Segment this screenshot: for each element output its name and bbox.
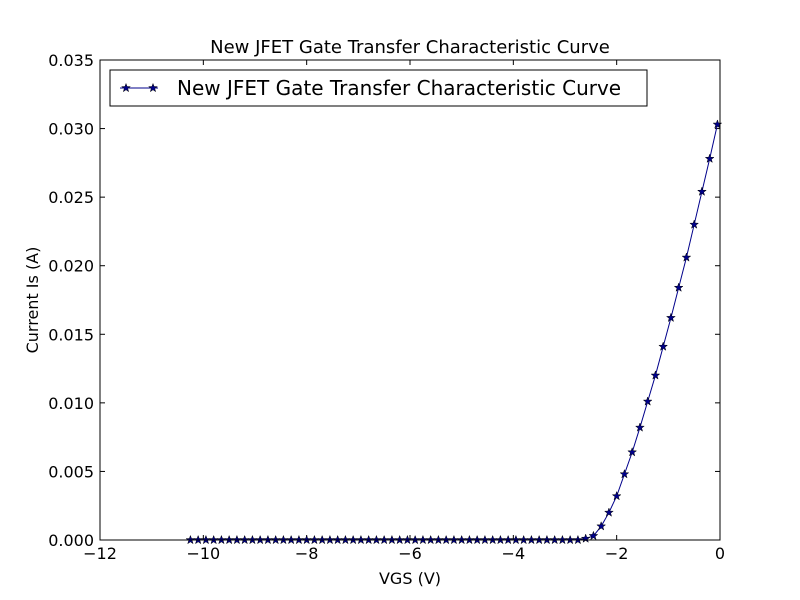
- y-tick-label: 0.025: [48, 188, 94, 207]
- legend-label: New JFET Gate Transfer Characteristic Cu…: [177, 76, 621, 100]
- y-tick-label: 0.035: [48, 51, 94, 70]
- x-tick-label: −10: [186, 544, 220, 563]
- y-tick-label: 0.000: [48, 531, 94, 550]
- x-tick-label: −6: [398, 544, 422, 563]
- y-tick-label: 0.020: [48, 257, 94, 276]
- x-axis-label: VGS (V): [379, 569, 441, 588]
- y-tick-label: 0.015: [48, 325, 94, 344]
- x-tick-label: 0: [715, 544, 725, 563]
- plot-area: [100, 60, 720, 540]
- y-tick-label: 0.005: [48, 462, 94, 481]
- x-tick-label: −12: [83, 544, 117, 563]
- x-tick-label: −8: [295, 544, 319, 563]
- legend: New JFET Gate Transfer Characteristic Cu…: [109, 69, 648, 107]
- y-axis-label: Current Is (A): [23, 247, 42, 354]
- y-tick-label: 0.010: [48, 394, 94, 413]
- plot-frame: [99, 59, 721, 541]
- x-tick-label: −4: [502, 544, 526, 563]
- legend-box: [109, 69, 648, 107]
- chart-title: New JFET Gate Transfer Characteristic Cu…: [210, 37, 610, 58]
- x-tick-label: −2: [605, 544, 629, 563]
- y-tick-label: 0.030: [48, 120, 94, 139]
